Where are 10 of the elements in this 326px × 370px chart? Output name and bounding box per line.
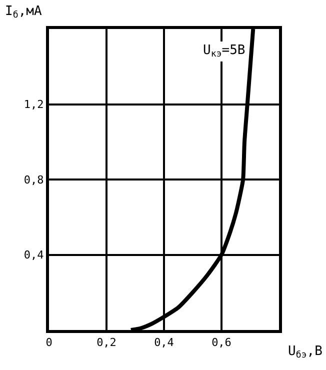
y-tick-label: 0,8 — [24, 173, 44, 186]
x-axis-title: U$_{бэ}$,В — [288, 344, 323, 361]
annotation: U$_{кэ}$=5В — [203, 43, 246, 60]
y-tick-label: 1,2 — [24, 98, 44, 112]
y-tick-label: 0,4 — [24, 248, 44, 262]
y-axis-title: I$_{б}$,мА — [5, 4, 42, 21]
x-tick-label: 0,6 — [212, 336, 232, 350]
x-tick-label: 0 — [46, 336, 52, 350]
x-tick-label: 0,4 — [154, 336, 174, 350]
x-tick-label: 0,2 — [96, 336, 116, 350]
